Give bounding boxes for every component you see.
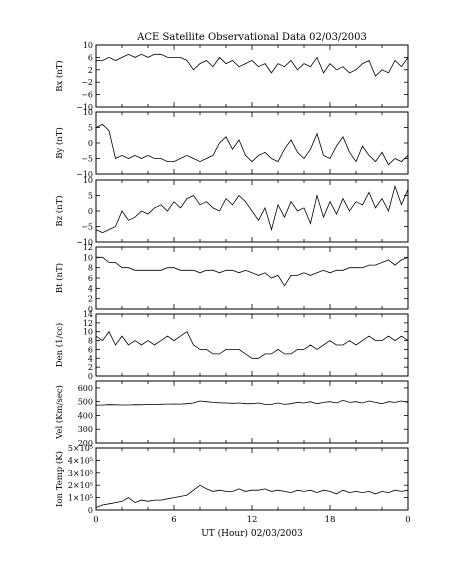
x-tick-label: 18 <box>325 515 336 525</box>
y-axis-label: By (nT) <box>54 127 65 159</box>
series-line <box>95 330 409 359</box>
y-tick-label: 10 <box>83 108 93 117</box>
y-tick-label: 4×10⁵ <box>68 456 93 465</box>
y-tick-label: −6 <box>81 91 93 100</box>
y-axis-label: Den (1/cc) <box>54 323 65 367</box>
y-tick-label: −10 <box>76 238 93 247</box>
y-tick-label: 10 <box>83 176 93 185</box>
panel-1: −10 −6 −2 2 6 10 Bx (nT) <box>54 41 409 112</box>
y-tick-label: 6 <box>88 345 93 354</box>
y-tick-label: 12 <box>83 319 93 328</box>
y-axis-label: Bz (nT) <box>54 195 65 226</box>
panel-frame <box>95 380 409 444</box>
y-tick-label: 0 <box>88 207 93 216</box>
series-line <box>96 399 409 406</box>
y-tick-label: 6 <box>88 274 93 283</box>
y-tick-label: −10 <box>76 103 93 112</box>
panel-2: −10 −5 0 5 10 By (nT) <box>54 108 409 179</box>
y-tick-label: 5 <box>88 192 93 201</box>
y-tick-label: 8 <box>88 337 93 346</box>
chart-title: ACE Satellite Observational Data 02/03/2… <box>136 32 367 43</box>
y-tick-label: 2 <box>88 363 93 372</box>
y-tick-label: −5 <box>81 223 93 232</box>
series-line <box>96 256 409 287</box>
panel-frame <box>95 246 409 310</box>
x-axis-ticks: 0 6 12 18 0 <box>93 515 410 525</box>
y-tick-label: 4 <box>88 284 93 293</box>
series-line <box>96 53 409 77</box>
x-tick-label: 6 <box>171 515 176 525</box>
y-tick-label: 12 <box>83 243 93 252</box>
x-tick-label: 0 <box>93 515 98 525</box>
panels-group: −10 −6 −2 2 6 10 Bx (nT) −10 −5 0 5 10 By (nT) −10 −5 0… <box>54 41 409 515</box>
y-tick-label: 8 <box>88 264 93 273</box>
y-tick-label: 300 <box>78 425 93 434</box>
y-tick-label: 2×10⁵ <box>68 481 93 490</box>
x-tick-label: 12 <box>247 515 258 525</box>
y-tick-label: 0 <box>88 305 93 314</box>
panel-6: 200 300 400 500 600 Vel (Km/sec) <box>54 380 409 448</box>
y-tick-label: −5 <box>81 155 93 164</box>
y-tick-label: 2 <box>88 66 93 75</box>
y-tick-label: 0 <box>88 506 93 515</box>
panel-3: −10 −5 0 5 10 Bz (nT) <box>54 176 409 247</box>
y-axis-label: Bx (nT) <box>54 60 65 92</box>
x-axis-label: UT (Hour) 02/03/2003 <box>201 528 303 539</box>
y-tick-label: 500 <box>78 398 93 407</box>
y-tick-label: 400 <box>78 411 93 420</box>
y-tick-label: 14 <box>83 310 93 319</box>
y-tick-label: 2 <box>88 295 93 304</box>
y-axis-label: Ion Temp (K) <box>54 451 65 507</box>
y-tick-label: 10 <box>83 41 93 50</box>
y-tick-label: 5×10⁵ <box>68 444 93 453</box>
series-line <box>95 184 409 234</box>
panel-frame <box>95 44 409 108</box>
y-tick-label: 600 <box>78 384 93 393</box>
y-tick-label: 1×10⁵ <box>68 494 93 503</box>
y-tick-label: 5 <box>88 124 93 133</box>
y-axis-label: Bt (nT) <box>54 263 65 293</box>
series-line <box>95 123 409 166</box>
y-tick-label: 0 <box>88 372 93 381</box>
series-line <box>95 484 409 508</box>
y-tick-label: 4 <box>88 354 93 363</box>
y-tick-label: 10 <box>83 253 93 262</box>
y-tick-label: 200 <box>78 439 93 448</box>
y-tick-label: 10 <box>83 328 93 337</box>
y-tick-label: −2 <box>81 78 93 87</box>
y-tick-label: 0 <box>88 139 93 148</box>
y-tick-label: 3×10⁵ <box>68 469 93 478</box>
y-axis-label: Vel (Km/sec) <box>54 385 65 440</box>
x-tick-label: 0 <box>405 515 410 525</box>
y-tick-label: −10 <box>76 170 93 179</box>
y-tick-label: 6 <box>88 53 93 62</box>
panel-frame <box>95 313 409 377</box>
panel-frame <box>95 111 409 175</box>
